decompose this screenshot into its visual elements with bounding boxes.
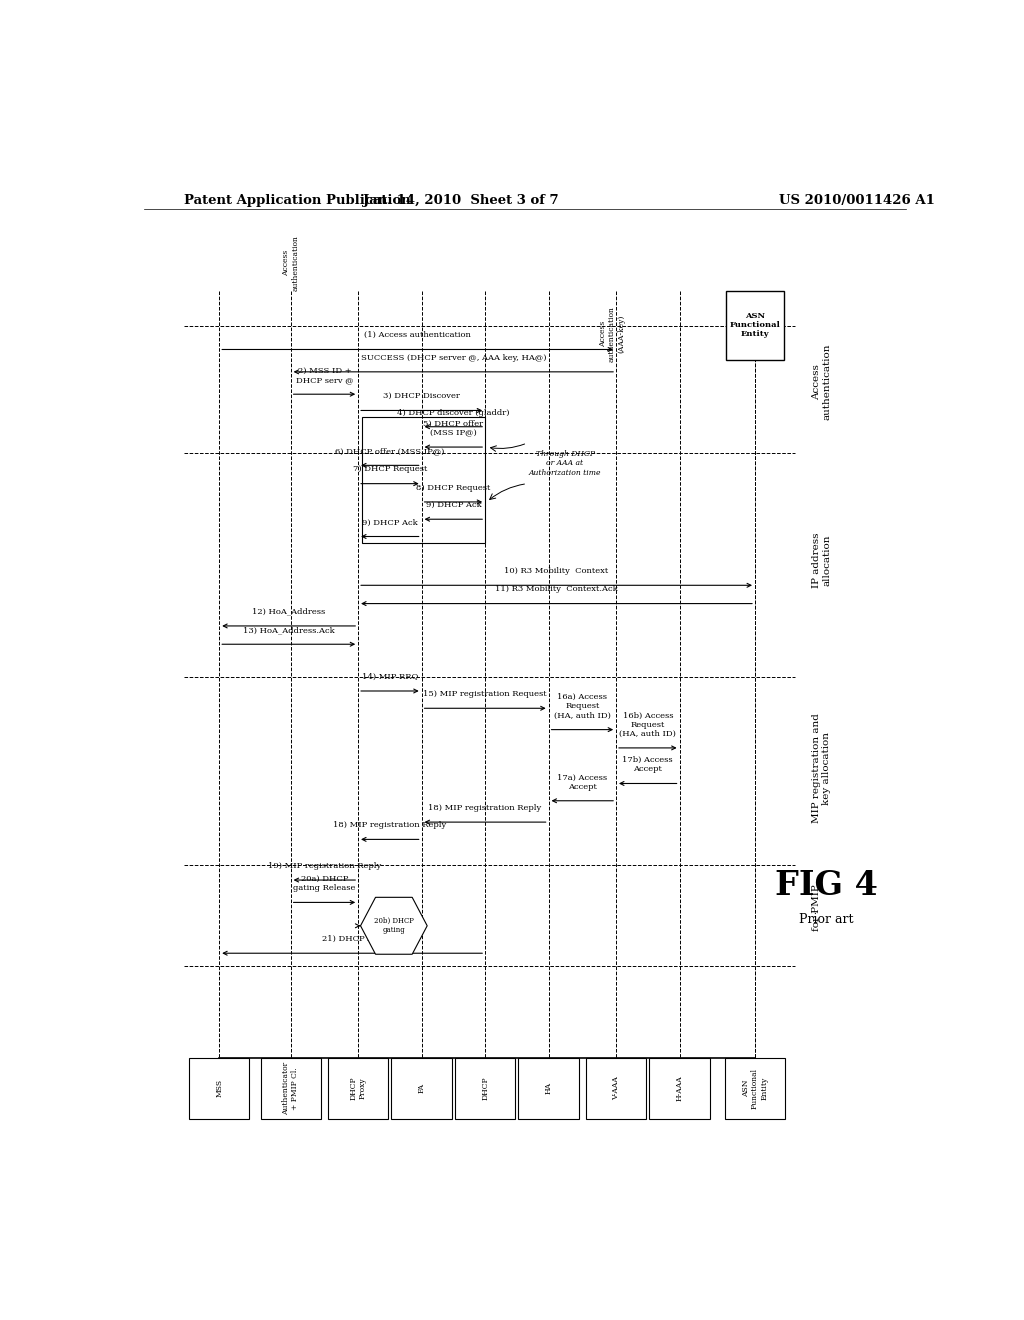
Text: 16a) Access
Request
(HA, auth ID): 16a) Access Request (HA, auth ID) [554, 693, 610, 719]
Text: 15) MIP registration Request: 15) MIP registration Request [423, 690, 547, 698]
Text: H-AAA: H-AAA [676, 1076, 684, 1101]
Text: DHCP: DHCP [481, 1077, 489, 1100]
Text: 11) R3 Mobility  Context.Ack: 11) R3 Mobility Context.Ack [496, 585, 617, 594]
Text: 9) DHCP Ack: 9) DHCP Ack [426, 502, 481, 510]
Text: ASN
Functional
Entity: ASN Functional Entity [729, 312, 780, 338]
Text: Access
authentication: Access authentication [812, 343, 831, 420]
Text: 19) MIP registration Reply: 19) MIP registration Reply [268, 862, 381, 870]
Text: Patent Application Publication: Patent Application Publication [183, 194, 411, 207]
Text: 16b) Access
Request
(HA, auth ID): 16b) Access Request (HA, auth ID) [620, 711, 676, 738]
Polygon shape [360, 898, 427, 954]
Text: Through DHCP
or AAA at
Authorization time: Through DHCP or AAA at Authorization tim… [528, 450, 601, 477]
Text: 2) MSS ID +
DHCP serv @: 2) MSS ID + DHCP serv @ [296, 367, 353, 384]
FancyBboxPatch shape [260, 1057, 321, 1119]
Text: Access
authentication: Access authentication [282, 235, 299, 290]
Text: 9) DHCP Ack: 9) DHCP Ack [362, 519, 418, 527]
FancyBboxPatch shape [649, 1057, 710, 1119]
FancyBboxPatch shape [455, 1057, 515, 1119]
FancyBboxPatch shape [586, 1057, 646, 1119]
Text: MSS: MSS [215, 1080, 223, 1097]
Text: 7) DHCP Request: 7) DHCP Request [352, 466, 427, 474]
Text: 10) R3 Mobility  Context: 10) R3 Mobility Context [505, 568, 608, 576]
Text: 5) DHCP offer
(MSS IP@): 5) DHCP offer (MSS IP@) [423, 420, 483, 437]
Text: 20b) DHCP
gating: 20b) DHCP gating [374, 917, 414, 935]
Text: 12) HoA_Address: 12) HoA_Address [252, 607, 326, 615]
Text: 6) DHCP offer (MSS IP@): 6) DHCP offer (MSS IP@) [335, 447, 444, 455]
Text: HA: HA [545, 1082, 553, 1094]
Text: 17b) Access
Accept: 17b) Access Accept [623, 756, 673, 774]
Text: 8) DHCP Request: 8) DHCP Request [416, 483, 490, 492]
Text: 18) MIP registration Reply: 18) MIP registration Reply [333, 821, 446, 829]
Text: 3) DHCP Discover: 3) DHCP Discover [383, 392, 460, 400]
Text: ASN
Functional
Entity: ASN Functional Entity [741, 1068, 768, 1109]
Text: 4) DHCP discover (gladdr): 4) DHCP discover (gladdr) [397, 409, 510, 417]
Text: 20a) DHCP
gating Release: 20a) DHCP gating Release [293, 875, 355, 892]
FancyBboxPatch shape [726, 290, 783, 359]
Text: for PMIP: for PMIP [812, 884, 821, 931]
Text: Prior art: Prior art [799, 912, 854, 925]
Text: SUCCESS (DHCP server @, AAA key, HA@): SUCCESS (DHCP server @, AAA key, HA@) [360, 354, 546, 362]
Text: US 2010/0011426 A1: US 2010/0011426 A1 [778, 194, 935, 207]
Text: 18) MIP registration Reply: 18) MIP registration Reply [428, 804, 542, 812]
Text: DHCP
Proxy: DHCP Proxy [349, 1077, 367, 1100]
Text: 13) HoA_Address.Ack: 13) HoA_Address.Ack [243, 626, 335, 634]
FancyBboxPatch shape [189, 1057, 250, 1119]
Text: MIP registration and
key allocation: MIP registration and key allocation [812, 713, 831, 824]
FancyBboxPatch shape [518, 1057, 579, 1119]
Text: 14) MIP RRQ: 14) MIP RRQ [361, 673, 418, 681]
Text: 17a) Access
Accept: 17a) Access Accept [557, 774, 607, 791]
FancyBboxPatch shape [725, 1057, 785, 1119]
Text: FIG 4: FIG 4 [775, 869, 878, 902]
Text: Authenticator
+ PMIP Cl.: Authenticator + PMIP Cl. [282, 1061, 299, 1115]
Text: 21) DHCP Ack: 21) DHCP Ack [322, 935, 383, 942]
Text: FA: FA [418, 1084, 426, 1093]
Text: V-AAA: V-AAA [612, 1077, 621, 1101]
Text: Access
authentication
(AAA-key): Access authentication (AAA-key) [599, 306, 626, 362]
FancyBboxPatch shape [391, 1057, 452, 1119]
Text: Jan. 14, 2010  Sheet 3 of 7: Jan. 14, 2010 Sheet 3 of 7 [364, 194, 559, 207]
Text: (1) Access authentication: (1) Access authentication [365, 331, 471, 339]
Text: IP address
allocation: IP address allocation [812, 532, 831, 587]
FancyBboxPatch shape [328, 1057, 388, 1119]
